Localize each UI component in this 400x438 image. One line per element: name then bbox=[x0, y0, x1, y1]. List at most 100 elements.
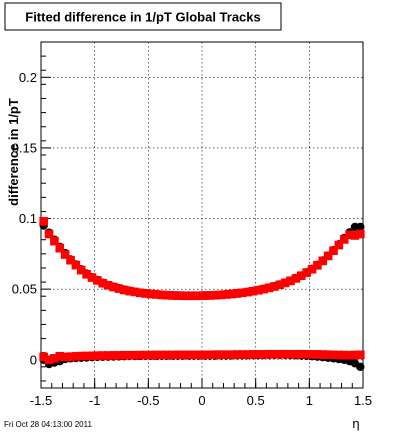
data-point bbox=[291, 274, 301, 283]
data-point bbox=[103, 351, 113, 360]
data-point bbox=[98, 351, 108, 360]
data-point bbox=[146, 350, 156, 360]
data-point bbox=[275, 280, 285, 290]
data-point bbox=[339, 350, 349, 360]
data-point bbox=[44, 355, 54, 365]
data-point bbox=[125, 286, 134, 296]
data-point bbox=[39, 352, 48, 362]
grid-lines bbox=[41, 42, 363, 388]
data-point bbox=[173, 291, 183, 300]
data-point bbox=[125, 350, 134, 360]
data-point bbox=[227, 289, 236, 299]
data-point bbox=[237, 350, 247, 359]
data-point bbox=[195, 291, 204, 301]
data-point bbox=[216, 350, 226, 359]
x-tick-label: -1 bbox=[89, 393, 101, 408]
data-point bbox=[280, 349, 290, 359]
data-point bbox=[55, 351, 65, 361]
x-tick-label: 0 bbox=[198, 393, 205, 408]
data-points bbox=[39, 217, 365, 372]
data-point bbox=[135, 288, 145, 298]
data-point bbox=[345, 230, 354, 240]
data-point bbox=[356, 229, 365, 239]
data-point bbox=[259, 284, 269, 294]
data-point bbox=[221, 290, 231, 299]
data-point bbox=[350, 231, 360, 240]
data-point bbox=[216, 290, 226, 300]
data-point bbox=[296, 349, 306, 359]
data-point bbox=[119, 350, 129, 360]
data-point bbox=[345, 350, 354, 360]
data-point bbox=[50, 354, 59, 363]
data-point bbox=[291, 349, 301, 359]
data-point bbox=[211, 350, 220, 359]
data-point bbox=[205, 291, 215, 300]
data-point bbox=[200, 291, 209, 300]
data-point bbox=[109, 351, 118, 360]
y-tick-label: 0.1 bbox=[19, 211, 37, 226]
data-point bbox=[313, 350, 322, 359]
data-point bbox=[168, 350, 177, 360]
data-point bbox=[178, 350, 188, 360]
data-point bbox=[152, 290, 161, 299]
data-point bbox=[313, 260, 322, 270]
data-point bbox=[302, 349, 311, 359]
data-point bbox=[60, 352, 70, 362]
data-point bbox=[44, 229, 54, 239]
data-point bbox=[114, 351, 124, 360]
data-point bbox=[184, 291, 193, 301]
data-point bbox=[60, 250, 70, 259]
data-point bbox=[221, 350, 231, 359]
data-point bbox=[307, 350, 317, 359]
data-point bbox=[55, 243, 65, 253]
data-point bbox=[98, 278, 108, 288]
x-tick-label: -1.5 bbox=[30, 393, 52, 408]
y-tick-label: 0.05 bbox=[12, 282, 37, 297]
data-point bbox=[109, 282, 118, 292]
data-point bbox=[286, 349, 295, 359]
y-tick-label: 0 bbox=[30, 352, 37, 367]
data-point bbox=[211, 290, 220, 300]
data-point bbox=[323, 350, 333, 359]
data-point bbox=[157, 350, 167, 360]
data-point bbox=[264, 349, 274, 359]
data-point bbox=[76, 265, 86, 275]
data-point bbox=[296, 271, 306, 281]
data-point bbox=[232, 289, 242, 298]
x-tick-label: 1 bbox=[306, 393, 313, 408]
title-box bbox=[4, 2, 282, 31]
data-point bbox=[184, 350, 193, 360]
data-point bbox=[248, 286, 258, 296]
data-point bbox=[152, 350, 161, 360]
data-point bbox=[302, 268, 311, 277]
timestamp: Fri Oct 28 04:13:00 2011 bbox=[4, 420, 92, 429]
y-tick-label: 0.2 bbox=[19, 70, 37, 85]
data-point bbox=[157, 290, 167, 300]
data-point bbox=[270, 282, 279, 291]
data-point bbox=[162, 350, 172, 360]
x-tick-label: 1.5 bbox=[354, 393, 372, 408]
data-point bbox=[66, 352, 75, 361]
data-point bbox=[334, 350, 344, 360]
data-point bbox=[93, 351, 102, 360]
data-point bbox=[82, 351, 91, 361]
data-point bbox=[119, 285, 129, 295]
data-point bbox=[232, 350, 242, 359]
data-point bbox=[189, 291, 199, 301]
data-point bbox=[356, 222, 365, 232]
data-point bbox=[356, 362, 365, 372]
data-point bbox=[93, 276, 102, 285]
data-point bbox=[254, 285, 263, 295]
data-point bbox=[318, 256, 328, 266]
data-point bbox=[71, 352, 81, 361]
data-point bbox=[168, 291, 177, 300]
y-tick-label: 0.15 bbox=[12, 140, 37, 155]
data-point bbox=[114, 284, 124, 293]
data-point bbox=[141, 350, 150, 360]
x-tick-label: 0.5 bbox=[247, 393, 265, 408]
data-point bbox=[76, 351, 86, 361]
data-point bbox=[141, 289, 150, 298]
data-point bbox=[178, 291, 188, 301]
